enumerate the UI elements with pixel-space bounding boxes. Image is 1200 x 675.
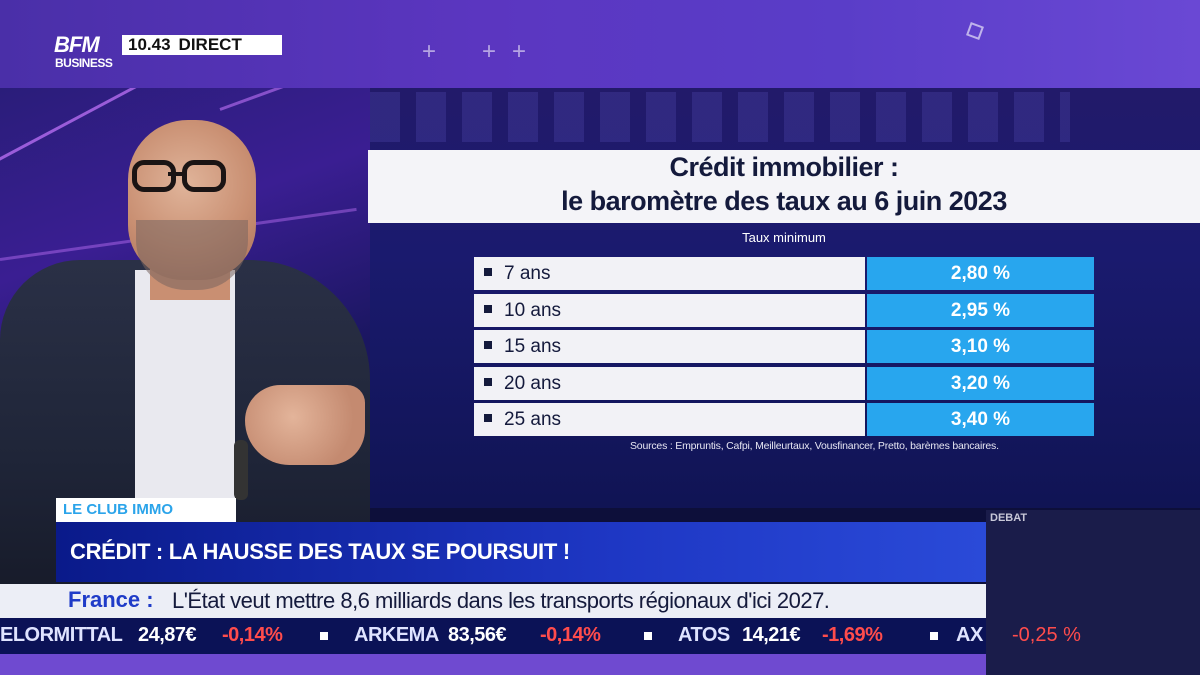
stock-name: ATOS [678,624,730,646]
clock-time: 10.43 [128,35,171,54]
rate-row: 10 ans 2,95 % [474,293,1094,327]
bullet-icon [484,341,492,350]
bullet-icon [484,267,492,276]
stock-ticker: ELORMITTAL 24,87€ -0,14% ARKEMA 83,56€ -… [0,618,986,654]
plus-decoration-icon: + [422,38,437,65]
stock-price: 83,56€ [448,624,507,646]
rate-duration-cell: 15 ans [474,330,865,364]
rates-table: 7 ans 2,80 % 10 ans 2,95 % 15 ans 3,10 %… [474,257,1094,440]
light-beam [219,88,370,111]
bfm-business-logo: BFM BUSINESS [54,32,120,74]
rate-value: 3,20 % [867,366,1094,400]
speaker-beard [136,220,248,290]
logo-text-bottom: BUSINESS [55,56,113,70]
stock-change: -1,69% [822,624,883,646]
rate-row: 15 ans 3,10 % [474,330,1094,364]
graphic-title-line2: le baromètre des taux au 6 juin 2023 [561,186,1007,216]
graphic-title-panel: Crédit immobilier : le baromètre des tau… [368,150,1200,223]
rate-value: 3,10 % [867,330,1094,364]
side-panel-label: DEBAT [990,512,1028,524]
plus-decoration-icon: + [482,38,497,65]
headline-banner: CRÉDIT : LA HAUSSE DES TAUX SE POURSUIT … [56,522,986,582]
news-ticker-label: France : [68,587,154,612]
ticker-separator-icon [644,632,652,640]
live-clock-box: 10.43 DIRECT [122,35,282,55]
rate-duration: 7 ans [504,263,551,284]
ticker-separator-icon [930,632,938,640]
graphic-subtitle: Taux minimum [742,230,826,245]
diamond-decoration-icon [966,22,984,40]
rate-value: 3,40 % [867,403,1094,437]
bullet-icon [484,304,492,313]
rate-duration: 15 ans [504,336,562,358]
side-panel: DEBAT [986,510,1200,675]
stock-name: ARKEMA [354,624,439,646]
stock-name: ELORMITTAL [0,624,123,646]
bullet-icon [484,414,492,423]
ticker-separator-icon [320,632,328,640]
bullet-icon [484,377,492,386]
rate-duration: 10 ans [504,299,562,321]
speaker-hand [245,385,365,465]
rate-duration-cell: 25 ans [474,403,865,437]
stock-change: -0,14% [222,624,283,646]
rate-row: 20 ans 3,20 % [474,366,1094,400]
glasses-icon [128,158,248,198]
live-label: DIRECT [178,35,242,54]
side-index-change: -0,25 % [1012,624,1081,646]
rate-duration: 20 ans [504,372,562,394]
plus-decoration-icon: + [512,38,527,65]
graphic-sources: Sources : Empruntis, Cafpi, Meilleurtaux… [630,440,999,452]
stock-name: AX [956,624,983,646]
top-band: BFM BUSINESS 10.43 DIRECT + + + [0,0,1200,88]
rate-value: 2,95 % [867,293,1094,327]
logo-text-top: BFM [54,32,100,57]
rate-duration-cell: 10 ans [474,293,865,327]
video-wall-pattern [370,92,1070,142]
bottom-strip [0,654,986,675]
stock-price: 24,87€ [138,624,197,646]
headline-text: CRÉDIT : LA HAUSSE DES TAUX SE POURSUIT … [70,539,570,564]
news-ticker: France : L'État veut mettre 8,6 milliard… [0,584,986,618]
stock-change: -0,14% [540,624,601,646]
rate-duration-cell: 7 ans [474,257,865,290]
rate-row: 7 ans 2,80 % [474,257,1094,290]
microphone-icon [234,440,248,500]
speaker-shirt [135,270,235,510]
rate-row: 25 ans 3,40 % [474,403,1094,437]
news-ticker-text: L'État veut mettre 8,6 milliards dans le… [172,588,830,613]
rate-value: 2,80 % [867,257,1094,290]
rate-duration-cell: 20 ans [474,366,865,400]
graphic-title-line1: Crédit immobilier : [669,152,899,182]
rate-duration: 25 ans [504,409,562,431]
show-tag: LE CLUB IMMO [56,498,236,522]
stock-price: 14,21€ [742,624,801,646]
